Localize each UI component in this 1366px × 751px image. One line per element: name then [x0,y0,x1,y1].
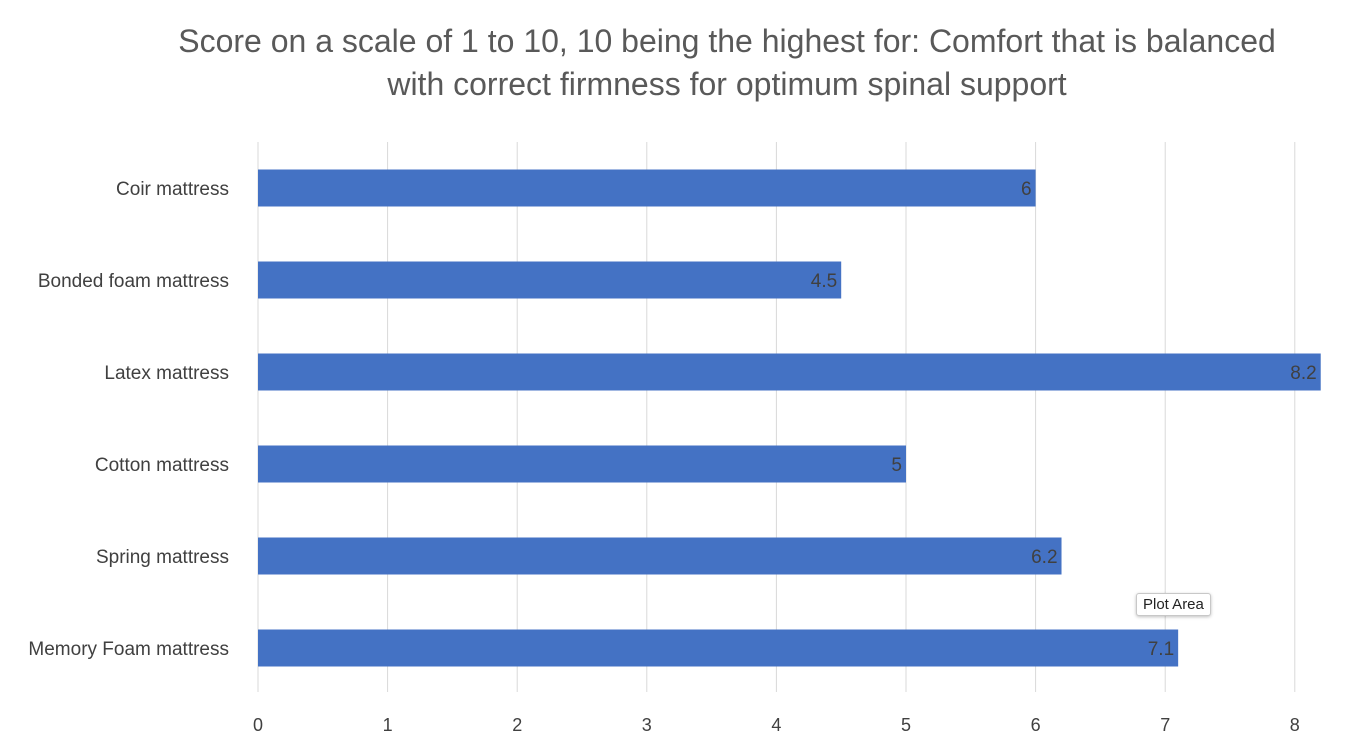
y-axis: Coir mattress Bonded foam mattress Latex m… [28,179,229,660]
x-tick-label-7: 7 [1160,715,1170,735]
category-label-memory-foam-mattress: Memory Foam mattress [28,639,229,660]
chart-title-line-1: Score on a scale of 1 to 10, 10 being th… [178,23,1276,59]
category-label-spring-mattress: Spring mattress [96,547,229,568]
chart-title: Score on a scale of 1 to 10, 10 being th… [100,20,1354,106]
category-label-coir-mattress: Coir mattress [116,179,229,200]
x-tick-label-4: 4 [771,715,781,735]
category-label-latex-mattress: Latex mattress [104,363,229,384]
category-label-cotton-mattress: Cotton mattress [95,455,229,476]
bars [258,169,1321,667]
data-labels: 6 4.5 8.2 5 6.2 7.1 [811,179,1317,660]
data-label-coir-mattress: 6 [1021,179,1032,200]
data-label-memory-foam-mattress: 7.1 [1148,639,1174,660]
x-tick-label-0: 0 [253,715,263,735]
data-label-bonded-foam-mattress: 4.5 [811,271,837,292]
x-tick-label-8: 8 [1290,715,1300,735]
plot-area[interactable]: 6 4.5 8.2 5 6.2 7.1 [257,142,1321,692]
bar-bonded-foam-mattress [258,261,842,299]
data-label-spring-mattress: 6.2 [1031,547,1057,568]
category-label-bonded-foam-mattress: Bonded foam mattress [38,271,229,292]
data-label-latex-mattress: 8.2 [1290,363,1316,384]
x-tick-label-1: 1 [383,715,393,735]
bar-cotton-mattress [258,445,906,483]
x-tick-label-2: 2 [512,715,522,735]
bar-spring-mattress [258,537,1062,575]
plot-area-tooltip: Plot Area [1136,593,1211,616]
x-axis: 0 1 2 3 4 5 6 7 8 [253,715,1300,735]
bar-coir-mattress [258,169,1036,207]
x-tick-label-6: 6 [1031,715,1041,735]
chart-title-line-2: with correct firmness for optimum spinal… [387,66,1067,102]
x-tick-label-5: 5 [901,715,911,735]
data-label-cotton-mattress: 5 [891,455,902,476]
bar-memory-foam-mattress [258,629,1179,667]
x-tick-label-3: 3 [642,715,652,735]
bar-latex-mattress [258,353,1321,391]
